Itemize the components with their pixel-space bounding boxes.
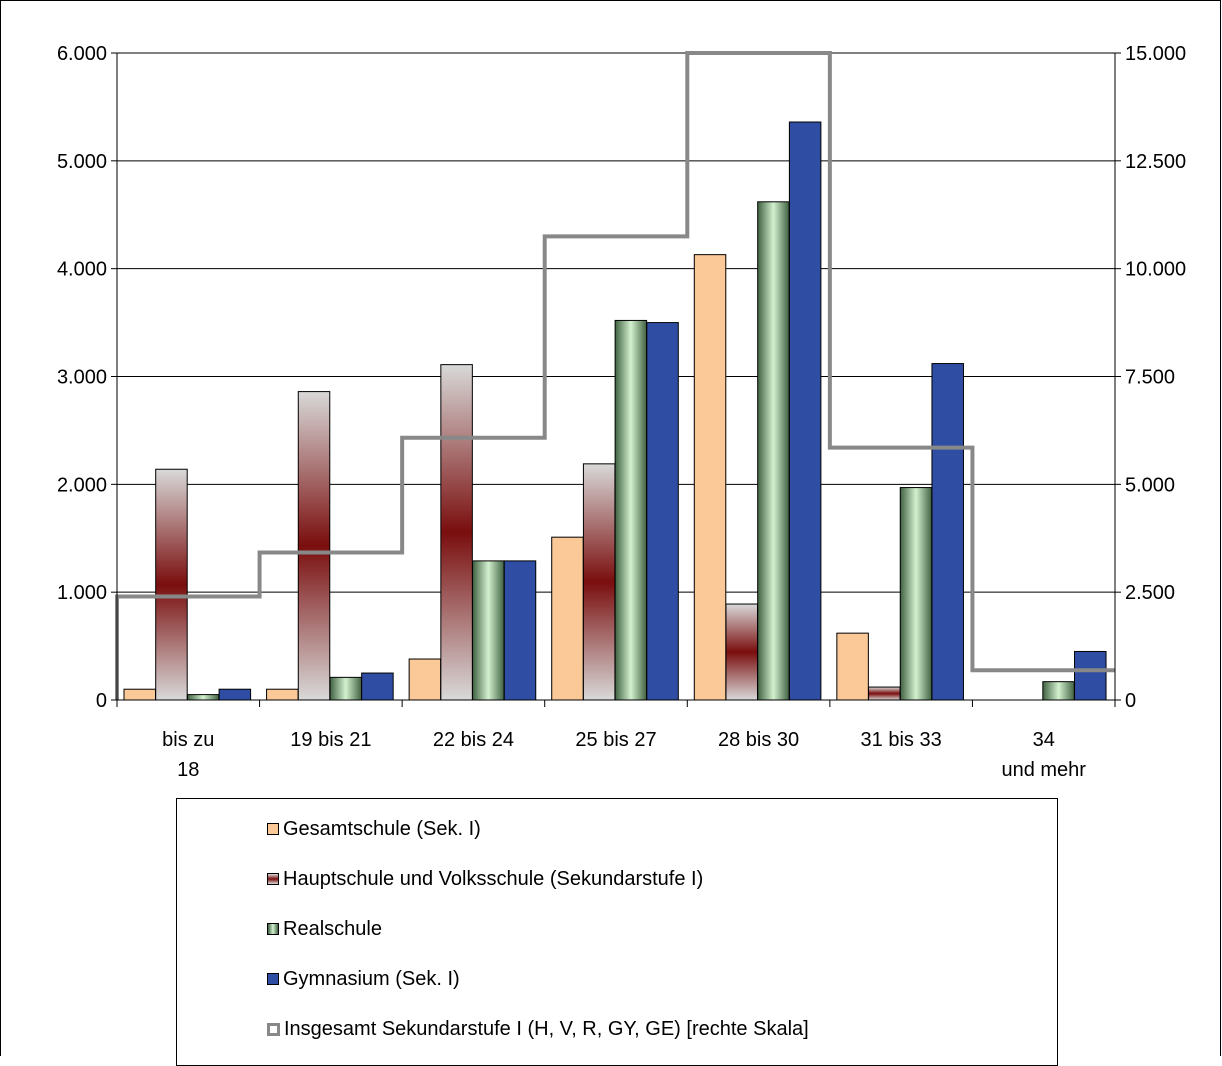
bar-gymnasium	[361, 672, 394, 701]
bar-gymnasium	[1074, 650, 1107, 701]
y-left-tick-label: 4.000	[57, 259, 107, 281]
chart-plot: 0 1.000 2.000 3.000 4.000 5.000 6.000 0 2.500 5.0…	[57, 43, 1186, 781]
bar-hauptschule	[440, 364, 473, 701]
bar-gesamtschule	[266, 688, 299, 701]
legend-swatch-hauptschule	[267, 873, 279, 885]
bar-gesamtschule	[408, 658, 442, 701]
bar-hauptschule	[297, 391, 331, 701]
y-left-tick-label: 3.000	[57, 367, 107, 389]
y-right-tick-label: 0	[1125, 690, 1136, 712]
y-right-tick-label: 7.500	[1125, 367, 1175, 389]
y-right-tick-label: 5.000	[1125, 474, 1175, 496]
legend-label-realschule: Realschule	[283, 917, 382, 940]
legend-label-insgesamt: Insgesamt Sekundarstufe I (H, V, R, GY, …	[284, 1017, 809, 1040]
bar-gymnasium	[218, 688, 252, 701]
series-line-insgesamt	[115, 51, 1115, 700]
legend-swatch-gymnasium	[267, 973, 279, 985]
legend-swatch-gesamtschule	[267, 823, 279, 835]
chart-legend: Gesamtschule (Sek. I) Hauptschule und Vo…	[176, 798, 1058, 1066]
bar-hauptschule	[155, 468, 188, 701]
legend-label-gesamtschule: Gesamtschule (Sek. I)	[283, 817, 481, 840]
legend-swatch-insgesamt	[267, 1022, 280, 1036]
bar-hauptschule	[868, 686, 901, 701]
x-tick-label: 34	[1033, 729, 1055, 751]
x-tick-label: 28 bis 30	[718, 729, 799, 751]
legend-label-gymnasium: Gymnasium (Sek. I)	[283, 967, 460, 990]
bar-realschule	[1042, 681, 1075, 701]
bar-gymnasium	[931, 363, 964, 701]
x-tick-label: 22 bis 24	[433, 729, 514, 751]
bar-hauptschule	[725, 603, 758, 701]
x-tick-label: 25 bis 27	[575, 729, 656, 751]
legend-item-hauptschule: Hauptschule und Volksschule (Sekundarstu…	[267, 866, 703, 892]
x-tick-label: bis zu	[162, 729, 214, 751]
y-left-tick-label: 0	[96, 690, 107, 712]
bar-gesamtschule	[123, 688, 156, 701]
x-tick-label: 31 bis 33	[861, 729, 942, 751]
x-tick-label: 18	[177, 759, 199, 781]
legend-item-gesamtschule: Gesamtschule (Sek. I)	[267, 816, 481, 842]
bar-realschule	[899, 487, 933, 701]
bar-realschule	[472, 560, 505, 701]
legend-label-hauptschule: Hauptschule und Volksschule (Sekundarstu…	[283, 867, 704, 890]
legend-swatch-realschule	[267, 923, 279, 935]
x-tick-label: und mehr	[1001, 759, 1086, 781]
x-tick-label: 19 bis 21	[290, 729, 371, 751]
bar-realschule	[329, 676, 362, 701]
bar-gymnasium	[503, 560, 537, 701]
legend-item-realschule: Realschule	[267, 916, 382, 942]
bar-gesamtschule	[551, 536, 584, 701]
bar-gymnasium	[646, 322, 679, 701]
y-left-tick-label: 5.000	[57, 151, 107, 173]
bar-gesamtschule	[836, 632, 869, 701]
y-right-tick-label: 15.000	[1125, 43, 1186, 65]
y-left-tick-label: 1.000	[57, 582, 107, 604]
y-left-tick-label: 2.000	[57, 474, 107, 496]
bar-gymnasium	[788, 121, 822, 701]
y-left-tick-label: 6.000	[57, 43, 107, 65]
y-right-tick-label: 12.500	[1125, 151, 1186, 173]
legend-item-insgesamt: Insgesamt Sekundarstufe I (H, V, R, GY, …	[267, 1016, 809, 1042]
bar-realschule	[614, 319, 648, 701]
y-right-tick-label: 10.000	[1125, 259, 1186, 281]
bar-gesamtschule	[693, 254, 727, 701]
legend-item-gymnasium: Gymnasium (Sek. I)	[267, 966, 460, 992]
y-right-tick-label: 2.500	[1125, 582, 1175, 604]
bar-hauptschule	[582, 463, 616, 701]
bar-realschule	[186, 694, 220, 701]
bar-realschule	[757, 201, 790, 701]
